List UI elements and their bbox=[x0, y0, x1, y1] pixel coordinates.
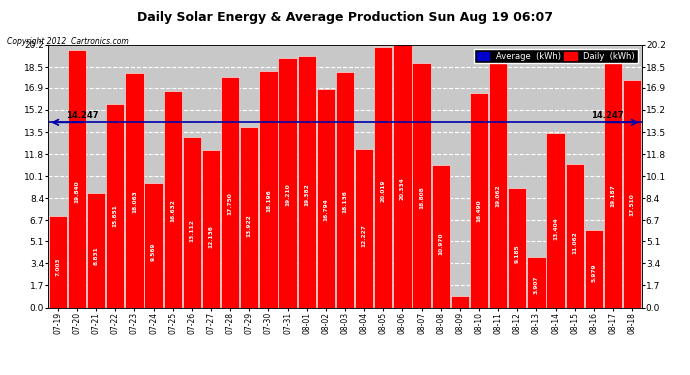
Bar bbox=[393, 43, 411, 308]
Bar bbox=[183, 137, 201, 308]
Bar bbox=[584, 230, 603, 308]
Bar bbox=[451, 296, 469, 307]
Text: Daily Solar Energy & Average Production Sun Aug 19 06:07: Daily Solar Energy & Average Production … bbox=[137, 11, 553, 24]
Text: 9.185: 9.185 bbox=[515, 244, 520, 263]
Text: 8.831: 8.831 bbox=[94, 246, 99, 265]
Text: 18.196: 18.196 bbox=[266, 190, 271, 213]
Text: 16.632: 16.632 bbox=[170, 199, 175, 222]
Bar bbox=[604, 58, 622, 308]
Bar bbox=[355, 148, 373, 308]
Legend: Average  (kWh), Daily  (kWh): Average (kWh), Daily (kWh) bbox=[474, 49, 638, 63]
Text: 14.247: 14.247 bbox=[591, 111, 624, 120]
Text: 19.382: 19.382 bbox=[304, 183, 309, 206]
Bar bbox=[509, 188, 526, 308]
Text: 20.019: 20.019 bbox=[381, 179, 386, 202]
Text: 11.062: 11.062 bbox=[572, 231, 578, 254]
Text: 15.651: 15.651 bbox=[112, 204, 118, 227]
Bar bbox=[336, 72, 354, 308]
Bar bbox=[432, 165, 450, 308]
Bar bbox=[68, 50, 86, 308]
Text: 16.794: 16.794 bbox=[324, 198, 328, 220]
Text: 12.227: 12.227 bbox=[362, 225, 366, 248]
Bar bbox=[279, 58, 297, 308]
Text: 19.187: 19.187 bbox=[611, 184, 615, 207]
Bar bbox=[489, 60, 507, 308]
Text: 18.063: 18.063 bbox=[132, 190, 137, 213]
Bar bbox=[374, 47, 393, 308]
Bar bbox=[87, 193, 106, 308]
Text: 17.510: 17.510 bbox=[630, 194, 635, 216]
Text: 19.062: 19.062 bbox=[495, 185, 501, 207]
Bar bbox=[106, 104, 124, 308]
Text: 10.970: 10.970 bbox=[438, 232, 443, 255]
Bar bbox=[144, 183, 163, 308]
Text: 13.404: 13.404 bbox=[553, 218, 558, 240]
Bar bbox=[566, 164, 584, 308]
Bar bbox=[623, 80, 641, 308]
Bar bbox=[297, 56, 316, 308]
Text: Copyright 2012  Cartronics.com: Copyright 2012 Cartronics.com bbox=[7, 38, 128, 46]
Bar bbox=[126, 73, 144, 308]
Bar bbox=[259, 71, 277, 308]
Bar bbox=[240, 127, 258, 308]
Bar bbox=[221, 77, 239, 308]
Bar bbox=[317, 89, 335, 308]
Bar bbox=[202, 150, 220, 308]
Text: 19.840: 19.840 bbox=[75, 180, 79, 203]
Text: 14.247: 14.247 bbox=[66, 111, 99, 120]
Bar bbox=[49, 216, 67, 308]
Text: 18.136: 18.136 bbox=[342, 190, 348, 213]
Bar bbox=[413, 63, 431, 308]
Text: 9.569: 9.569 bbox=[151, 242, 156, 261]
Bar bbox=[527, 257, 546, 307]
Text: 5.979: 5.979 bbox=[591, 263, 596, 282]
Text: 18.808: 18.808 bbox=[419, 186, 424, 209]
Text: 19.210: 19.210 bbox=[285, 184, 290, 207]
Bar bbox=[470, 93, 488, 308]
Text: 12.136: 12.136 bbox=[208, 225, 213, 248]
Text: 3.907: 3.907 bbox=[534, 275, 539, 294]
Bar bbox=[164, 92, 182, 308]
Bar bbox=[546, 134, 564, 308]
Text: 20.334: 20.334 bbox=[400, 177, 405, 200]
Text: 13.922: 13.922 bbox=[247, 215, 252, 237]
Text: 13.112: 13.112 bbox=[189, 219, 195, 242]
Text: 17.750: 17.750 bbox=[228, 192, 233, 215]
Text: 16.490: 16.490 bbox=[477, 200, 482, 222]
Text: 7.003: 7.003 bbox=[55, 257, 60, 276]
